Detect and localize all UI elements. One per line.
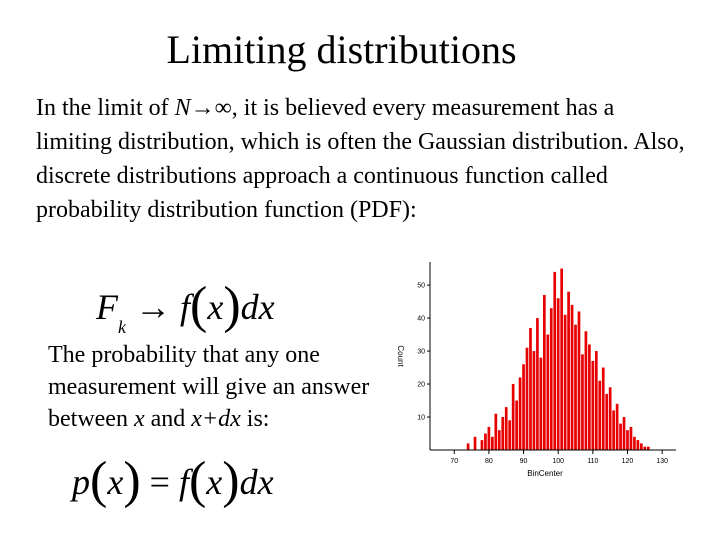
- histogram-bar: [619, 423, 622, 450]
- formula2-equals: =: [140, 462, 179, 502]
- histogram-bar: [577, 311, 581, 450]
- formula2-left-paren-2: (: [188, 452, 207, 509]
- histogram-bar: [581, 354, 584, 450]
- limit-formula: Fk → f(x)dx: [96, 275, 356, 338]
- histogram-bar: [608, 387, 612, 450]
- histogram-bar: [525, 347, 529, 450]
- x-axis-label: BinCenter: [527, 469, 563, 478]
- histogram-bar: [629, 426, 633, 450]
- probability-is: is:: [240, 406, 270, 432]
- histogram-bar: [640, 443, 643, 450]
- y-tick-label: 50: [417, 283, 425, 290]
- probability-x-plus-dx: x+dx: [191, 406, 241, 432]
- formula2-right-paren-2: ): [222, 452, 240, 509]
- histogram-bar: [542, 294, 546, 450]
- histogram-bar: [646, 446, 650, 450]
- histogram-bar: [532, 351, 536, 450]
- histogram-bar: [529, 327, 532, 450]
- histogram-bar: [633, 436, 636, 450]
- histogram-bar: [466, 443, 470, 450]
- histogram-bar: [515, 400, 518, 450]
- histogram-bar: [501, 417, 505, 450]
- formula-x: x: [207, 287, 224, 327]
- formula2-f: f: [178, 462, 189, 502]
- y-tick-label: 40: [417, 316, 425, 323]
- intro-text-rest: , it is believed every measurement has a…: [36, 95, 685, 223]
- x-tick-label: 110: [587, 458, 598, 465]
- histogram-bar: [549, 308, 553, 450]
- histogram-bar: [491, 436, 494, 450]
- histogram-bar: [591, 360, 595, 450]
- histogram-bar: [626, 430, 629, 450]
- probability-x: x: [133, 406, 145, 432]
- histogram-bar: [511, 384, 515, 450]
- histogram-bar: [601, 367, 605, 450]
- formula2-right-paren: ): [123, 452, 141, 509]
- y-axis-label: Count: [396, 345, 405, 367]
- formula2-dx: dx: [239, 462, 274, 502]
- histogram-bar: [636, 440, 640, 450]
- histogram-bar: [522, 364, 525, 450]
- formula-f: f: [180, 287, 191, 327]
- histogram-bar: [594, 351, 598, 450]
- formula-arrow: →: [135, 287, 171, 327]
- formula2-x: x: [107, 462, 124, 502]
- histogram-bar: [598, 380, 602, 450]
- probability-formula: p(x) = f(x)dx: [72, 450, 372, 509]
- x-tick-label: 80: [485, 458, 493, 465]
- histogram-bar: [556, 298, 560, 450]
- formula-left-paren: (: [190, 277, 208, 334]
- histogram-bar: [553, 271, 557, 450]
- histogram-bar: [504, 407, 508, 450]
- histogram-bar: [622, 417, 626, 450]
- formula-right-paren: ): [223, 277, 241, 334]
- formula-dx: dx: [240, 287, 275, 327]
- formula2-x-2: x: [206, 462, 223, 502]
- x-tick-label: 90: [520, 458, 528, 465]
- histogram-bar: [480, 440, 484, 450]
- histogram-bar: [518, 377, 522, 450]
- probability-paragraph: The probability that any one measurement…: [48, 339, 408, 435]
- slide-title: Limiting distributions: [166, 27, 517, 72]
- histogram-bar: [615, 403, 619, 450]
- histogram-bar: [539, 357, 543, 450]
- histogram-bar: [494, 413, 498, 450]
- x-tick-label: 70: [450, 458, 458, 465]
- formula-subscript-k: k: [118, 317, 126, 337]
- histogram-bar: [546, 334, 550, 450]
- histogram-bar: [487, 426, 491, 450]
- intro-arrow-infinity: →∞: [190, 95, 232, 121]
- probability-and: and: [144, 406, 192, 432]
- histogram-bar: [536, 318, 539, 450]
- histogram-bar: [588, 344, 591, 450]
- formula2-left-paren: (: [90, 452, 108, 509]
- x-tick-label: 120: [622, 458, 634, 465]
- intro-n-symbol: N: [174, 95, 191, 121]
- probability-text-start: The probability that any one measurement…: [48, 342, 370, 432]
- histogram-bar: [497, 430, 501, 450]
- y-tick-label: 20: [417, 382, 425, 389]
- formula-f-capital: F: [96, 287, 118, 327]
- histogram-bar: [560, 268, 564, 450]
- histogram-bar: [612, 410, 615, 450]
- histogram-bar: [508, 420, 512, 450]
- x-tick-label: 100: [552, 458, 564, 465]
- histogram-bar: [584, 331, 588, 450]
- histogram-bar: [484, 433, 487, 450]
- y-tick-label: 30: [417, 349, 425, 356]
- intro-paragraph: In the limit of N→∞, it is believed ever…: [36, 91, 696, 227]
- intro-text-start: In the limit of: [36, 95, 175, 121]
- histogram-bar: [643, 446, 647, 450]
- histogram-bar: [473, 436, 477, 450]
- histogram-bar: [605, 393, 609, 450]
- histogram-chart: 70 80 90 100 110 120 130 10 20 30 40 50 BinCenter Cou…: [396, 262, 676, 478]
- histogram-bar: [563, 314, 567, 450]
- formula2-p: p: [72, 462, 90, 502]
- histogram-bar: [570, 304, 574, 450]
- y-tick-label: 10: [417, 415, 425, 422]
- histogram-bar: [574, 324, 577, 450]
- histogram-bar: [567, 291, 570, 450]
- x-tick-label: 130: [656, 458, 668, 465]
